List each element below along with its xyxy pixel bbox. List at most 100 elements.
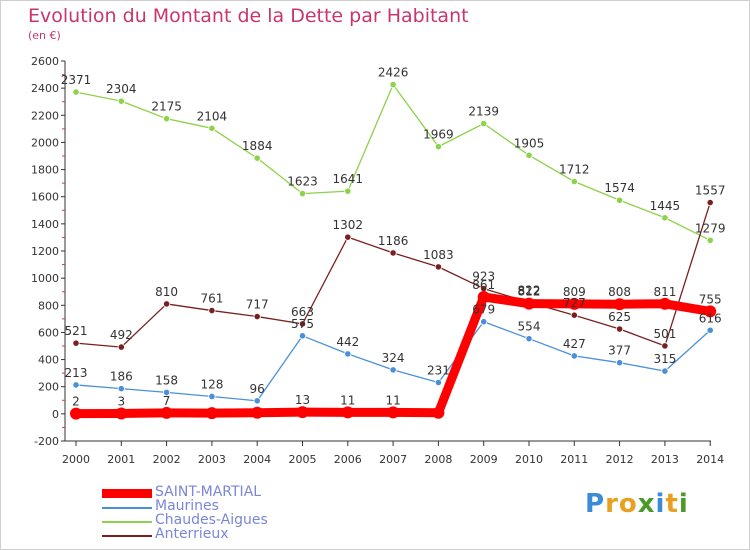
data-label: 809 <box>563 285 586 299</box>
x-tick-label: 2009 <box>470 453 498 466</box>
legend-swatch <box>102 535 152 537</box>
data-point <box>205 407 218 420</box>
data-point <box>117 97 125 105</box>
data-point <box>706 236 714 244</box>
legend-label: Anterrieux <box>155 526 229 542</box>
y-tick-label: 2400 <box>31 82 59 95</box>
data-label: 492 <box>110 328 133 342</box>
data-point <box>341 406 354 419</box>
data-label: 377 <box>608 344 631 358</box>
data-label: 442 <box>336 335 359 349</box>
data-label: 2175 <box>151 100 182 114</box>
data-label: 717 <box>246 298 269 312</box>
logo-letter: i <box>678 489 689 519</box>
data-point <box>615 196 624 204</box>
data-point <box>523 297 535 310</box>
y-tick-label: 2600 <box>31 55 59 68</box>
y-tick-label: 800 <box>38 299 59 312</box>
data-point <box>72 381 80 389</box>
data-label: 810 <box>155 285 178 299</box>
data-point <box>298 332 307 340</box>
data-point <box>389 249 397 257</box>
data-point <box>615 325 624 333</box>
data-point <box>658 297 671 310</box>
data-point <box>570 177 578 186</box>
data-label: 1969 <box>423 128 454 142</box>
x-tick-label: 2006 <box>334 453 362 466</box>
y-tick-label: 200 <box>38 381 59 394</box>
x-tick-label: 2011 <box>560 453 588 466</box>
data-point <box>208 124 216 132</box>
data-point <box>344 187 352 195</box>
data-label: 324 <box>382 351 405 365</box>
data-label: 1445 <box>650 199 681 213</box>
y-tick-label: 1600 <box>31 191 59 204</box>
data-point <box>525 335 533 343</box>
data-label: 11 <box>385 393 400 407</box>
logo-letter: i <box>655 489 666 519</box>
x-tick-label: 2008 <box>424 453 452 466</box>
data-label: 231 <box>427 364 450 378</box>
data-point <box>661 214 669 222</box>
x-tick-label: 2003 <box>198 453 226 466</box>
data-label: 812 <box>518 285 541 299</box>
y-tick-label: 600 <box>38 326 59 339</box>
data-point <box>568 297 581 310</box>
x-tick-label: 2013 <box>651 453 679 466</box>
legend-label: Maurines <box>155 498 219 514</box>
data-point <box>434 263 442 271</box>
data-point <box>208 392 216 401</box>
chart-title: Evolution du Montant de la Dette par Hab… <box>28 5 469 27</box>
data-point <box>296 406 309 419</box>
data-point <box>389 366 397 374</box>
data-point <box>434 143 442 151</box>
chart-subtitle: (en €) <box>28 29 61 42</box>
data-point <box>117 385 125 393</box>
data-label: 861 <box>472 278 495 292</box>
series-line-anterrieux <box>75 202 711 348</box>
data-label: 625 <box>608 310 631 324</box>
data-label: 128 <box>200 377 223 391</box>
x-tick-label: 2001 <box>107 453 135 466</box>
data-point <box>251 406 264 419</box>
data-label: 923 <box>472 270 495 284</box>
legend-swatch <box>102 507 152 509</box>
data-point <box>480 119 488 128</box>
data-point <box>253 397 261 405</box>
data-label: 755 <box>699 292 722 306</box>
data-label: 158 <box>155 373 178 387</box>
data-point <box>706 198 714 207</box>
x-tick-label: 2012 <box>606 453 634 466</box>
data-label: 1083 <box>423 248 454 262</box>
data-label: 3 <box>117 394 125 408</box>
data-label: 1884 <box>242 139 273 153</box>
data-point <box>480 318 488 326</box>
data-point <box>163 115 171 123</box>
data-label: 2 <box>72 395 80 409</box>
data-point <box>613 298 626 311</box>
data-point <box>115 407 128 420</box>
data-point <box>344 233 352 241</box>
data-label: 186 <box>110 370 133 384</box>
data-label: 2139 <box>468 105 499 119</box>
data-label: 1641 <box>333 172 364 186</box>
data-label: 501 <box>653 327 676 341</box>
legend-label: Chaudes-Aigues <box>155 512 268 528</box>
data-label: 1186 <box>378 234 409 248</box>
x-tick-label: 2007 <box>379 453 407 466</box>
data-label: 1574 <box>604 181 635 195</box>
data-point <box>661 342 669 350</box>
data-label: 1302 <box>333 218 364 232</box>
data-point <box>704 305 717 318</box>
x-tick-label: 2002 <box>153 453 181 466</box>
x-tick-label: 2000 <box>62 453 90 466</box>
data-label: 1623 <box>287 175 318 189</box>
y-tick-label: 2000 <box>31 136 59 149</box>
y-tick-label: 2200 <box>31 109 59 122</box>
data-label: 7 <box>163 394 171 408</box>
data-point <box>525 151 533 159</box>
data-point <box>706 326 714 334</box>
data-point <box>615 359 624 367</box>
data-label: 2104 <box>197 109 228 123</box>
